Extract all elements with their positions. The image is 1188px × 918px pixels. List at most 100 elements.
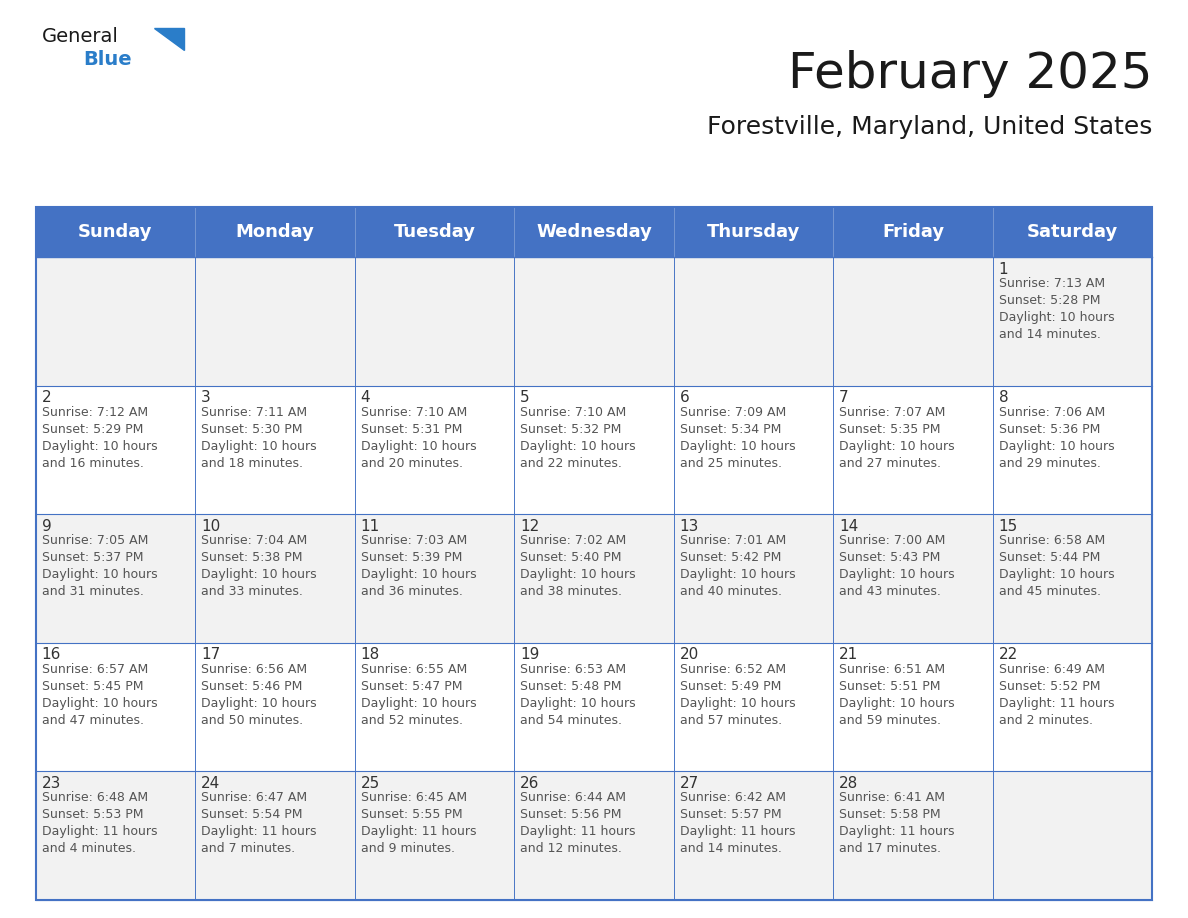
Text: February 2025: February 2025 xyxy=(788,50,1152,98)
Text: Sunrise: 6:42 AM
Sunset: 5:57 PM
Daylight: 11 hours
and 14 minutes.: Sunrise: 6:42 AM Sunset: 5:57 PM Dayligh… xyxy=(680,791,795,856)
Bar xyxy=(195,514,355,643)
Bar xyxy=(195,771,355,900)
Text: Sunrise: 6:45 AM
Sunset: 5:55 PM
Daylight: 11 hours
and 9 minutes.: Sunrise: 6:45 AM Sunset: 5:55 PM Dayligh… xyxy=(361,791,476,856)
Text: Sunrise: 6:53 AM
Sunset: 5:48 PM
Daylight: 10 hours
and 54 minutes.: Sunrise: 6:53 AM Sunset: 5:48 PM Dayligh… xyxy=(520,663,636,727)
Bar xyxy=(195,386,355,514)
Text: Sunrise: 6:51 AM
Sunset: 5:51 PM
Daylight: 10 hours
and 59 minutes.: Sunrise: 6:51 AM Sunset: 5:51 PM Dayligh… xyxy=(839,663,955,727)
Text: 28: 28 xyxy=(839,776,859,790)
Text: 17: 17 xyxy=(201,647,220,662)
Bar xyxy=(36,207,1152,900)
Bar xyxy=(993,514,1152,643)
Bar xyxy=(514,257,674,386)
Bar xyxy=(514,514,674,643)
Text: Sunrise: 7:02 AM
Sunset: 5:40 PM
Daylight: 10 hours
and 38 minutes.: Sunrise: 7:02 AM Sunset: 5:40 PM Dayligh… xyxy=(520,534,636,599)
Bar xyxy=(355,207,514,257)
Text: Blue: Blue xyxy=(83,50,132,69)
Text: Sunrise: 7:12 AM
Sunset: 5:29 PM
Daylight: 10 hours
and 16 minutes.: Sunrise: 7:12 AM Sunset: 5:29 PM Dayligh… xyxy=(42,406,157,470)
Bar xyxy=(993,643,1152,771)
Text: 5: 5 xyxy=(520,390,530,405)
Text: Sunrise: 6:47 AM
Sunset: 5:54 PM
Daylight: 11 hours
and 7 minutes.: Sunrise: 6:47 AM Sunset: 5:54 PM Dayligh… xyxy=(201,791,317,856)
Text: 4: 4 xyxy=(361,390,371,405)
Text: Sunday: Sunday xyxy=(78,223,152,241)
Bar xyxy=(833,257,993,386)
Text: Sunrise: 7:00 AM
Sunset: 5:43 PM
Daylight: 10 hours
and 43 minutes.: Sunrise: 7:00 AM Sunset: 5:43 PM Dayligh… xyxy=(839,534,955,599)
Text: 6: 6 xyxy=(680,390,689,405)
Text: Sunrise: 6:41 AM
Sunset: 5:58 PM
Daylight: 11 hours
and 17 minutes.: Sunrise: 6:41 AM Sunset: 5:58 PM Dayligh… xyxy=(839,791,955,856)
Polygon shape xyxy=(154,28,184,50)
Text: General: General xyxy=(42,27,119,46)
Text: 16: 16 xyxy=(42,647,61,662)
Bar xyxy=(514,207,674,257)
Text: Thursday: Thursday xyxy=(707,223,801,241)
Bar xyxy=(993,771,1152,900)
Text: Sunrise: 6:57 AM
Sunset: 5:45 PM
Daylight: 10 hours
and 47 minutes.: Sunrise: 6:57 AM Sunset: 5:45 PM Dayligh… xyxy=(42,663,157,727)
Bar xyxy=(355,386,514,514)
Text: 21: 21 xyxy=(839,647,859,662)
Text: 15: 15 xyxy=(999,519,1018,533)
Text: Sunrise: 6:56 AM
Sunset: 5:46 PM
Daylight: 10 hours
and 50 minutes.: Sunrise: 6:56 AM Sunset: 5:46 PM Dayligh… xyxy=(201,663,317,727)
Text: Monday: Monday xyxy=(235,223,315,241)
Bar xyxy=(674,643,833,771)
Text: Tuesday: Tuesday xyxy=(393,223,475,241)
Text: 27: 27 xyxy=(680,776,699,790)
Text: 26: 26 xyxy=(520,776,539,790)
Text: Sunrise: 7:10 AM
Sunset: 5:32 PM
Daylight: 10 hours
and 22 minutes.: Sunrise: 7:10 AM Sunset: 5:32 PM Dayligh… xyxy=(520,406,636,470)
Bar xyxy=(195,257,355,386)
Text: 22: 22 xyxy=(999,647,1018,662)
Bar xyxy=(674,771,833,900)
Text: Sunrise: 6:52 AM
Sunset: 5:49 PM
Daylight: 10 hours
and 57 minutes.: Sunrise: 6:52 AM Sunset: 5:49 PM Dayligh… xyxy=(680,663,795,727)
Bar xyxy=(833,386,993,514)
Text: 1: 1 xyxy=(999,262,1009,276)
Bar xyxy=(514,643,674,771)
Bar xyxy=(833,771,993,900)
Text: 14: 14 xyxy=(839,519,859,533)
Text: 12: 12 xyxy=(520,519,539,533)
Text: Sunrise: 6:44 AM
Sunset: 5:56 PM
Daylight: 11 hours
and 12 minutes.: Sunrise: 6:44 AM Sunset: 5:56 PM Dayligh… xyxy=(520,791,636,856)
Bar xyxy=(674,514,833,643)
Text: Sunrise: 7:01 AM
Sunset: 5:42 PM
Daylight: 10 hours
and 40 minutes.: Sunrise: 7:01 AM Sunset: 5:42 PM Dayligh… xyxy=(680,534,795,599)
Text: 7: 7 xyxy=(839,390,849,405)
Text: Sunrise: 7:13 AM
Sunset: 5:28 PM
Daylight: 10 hours
and 14 minutes.: Sunrise: 7:13 AM Sunset: 5:28 PM Dayligh… xyxy=(999,277,1114,341)
Text: 9: 9 xyxy=(42,519,51,533)
Bar xyxy=(514,771,674,900)
Text: Sunrise: 7:11 AM
Sunset: 5:30 PM
Daylight: 10 hours
and 18 minutes.: Sunrise: 7:11 AM Sunset: 5:30 PM Dayligh… xyxy=(201,406,317,470)
Text: 2: 2 xyxy=(42,390,51,405)
Bar xyxy=(514,386,674,514)
Text: 18: 18 xyxy=(361,647,380,662)
Text: 20: 20 xyxy=(680,647,699,662)
Bar xyxy=(833,514,993,643)
Text: Sunrise: 6:58 AM
Sunset: 5:44 PM
Daylight: 10 hours
and 45 minutes.: Sunrise: 6:58 AM Sunset: 5:44 PM Dayligh… xyxy=(999,534,1114,599)
Bar xyxy=(36,643,195,771)
Bar xyxy=(36,514,195,643)
Bar xyxy=(36,771,195,900)
Bar xyxy=(36,207,195,257)
Text: Sunrise: 6:48 AM
Sunset: 5:53 PM
Daylight: 11 hours
and 4 minutes.: Sunrise: 6:48 AM Sunset: 5:53 PM Dayligh… xyxy=(42,791,157,856)
Bar xyxy=(993,257,1152,386)
Bar xyxy=(355,771,514,900)
Bar xyxy=(36,257,195,386)
Text: 10: 10 xyxy=(201,519,220,533)
Bar xyxy=(674,207,833,257)
Text: 13: 13 xyxy=(680,519,699,533)
Text: Sunrise: 6:55 AM
Sunset: 5:47 PM
Daylight: 10 hours
and 52 minutes.: Sunrise: 6:55 AM Sunset: 5:47 PM Dayligh… xyxy=(361,663,476,727)
Text: 23: 23 xyxy=(42,776,61,790)
Bar xyxy=(355,643,514,771)
Bar xyxy=(195,643,355,771)
Text: 19: 19 xyxy=(520,647,539,662)
Text: 8: 8 xyxy=(999,390,1009,405)
Text: Sunrise: 7:10 AM
Sunset: 5:31 PM
Daylight: 10 hours
and 20 minutes.: Sunrise: 7:10 AM Sunset: 5:31 PM Dayligh… xyxy=(361,406,476,470)
Text: 3: 3 xyxy=(201,390,210,405)
Text: Wednesday: Wednesday xyxy=(536,223,652,241)
Text: Friday: Friday xyxy=(881,223,944,241)
Bar xyxy=(674,386,833,514)
Bar xyxy=(36,386,195,514)
Text: Sunrise: 7:04 AM
Sunset: 5:38 PM
Daylight: 10 hours
and 33 minutes.: Sunrise: 7:04 AM Sunset: 5:38 PM Dayligh… xyxy=(201,534,317,599)
Bar xyxy=(833,207,993,257)
Bar xyxy=(355,514,514,643)
Bar xyxy=(355,257,514,386)
Text: 25: 25 xyxy=(361,776,380,790)
Text: Forestville, Maryland, United States: Forestville, Maryland, United States xyxy=(707,115,1152,139)
Bar xyxy=(833,643,993,771)
Text: 24: 24 xyxy=(201,776,220,790)
Text: Saturday: Saturday xyxy=(1026,223,1118,241)
